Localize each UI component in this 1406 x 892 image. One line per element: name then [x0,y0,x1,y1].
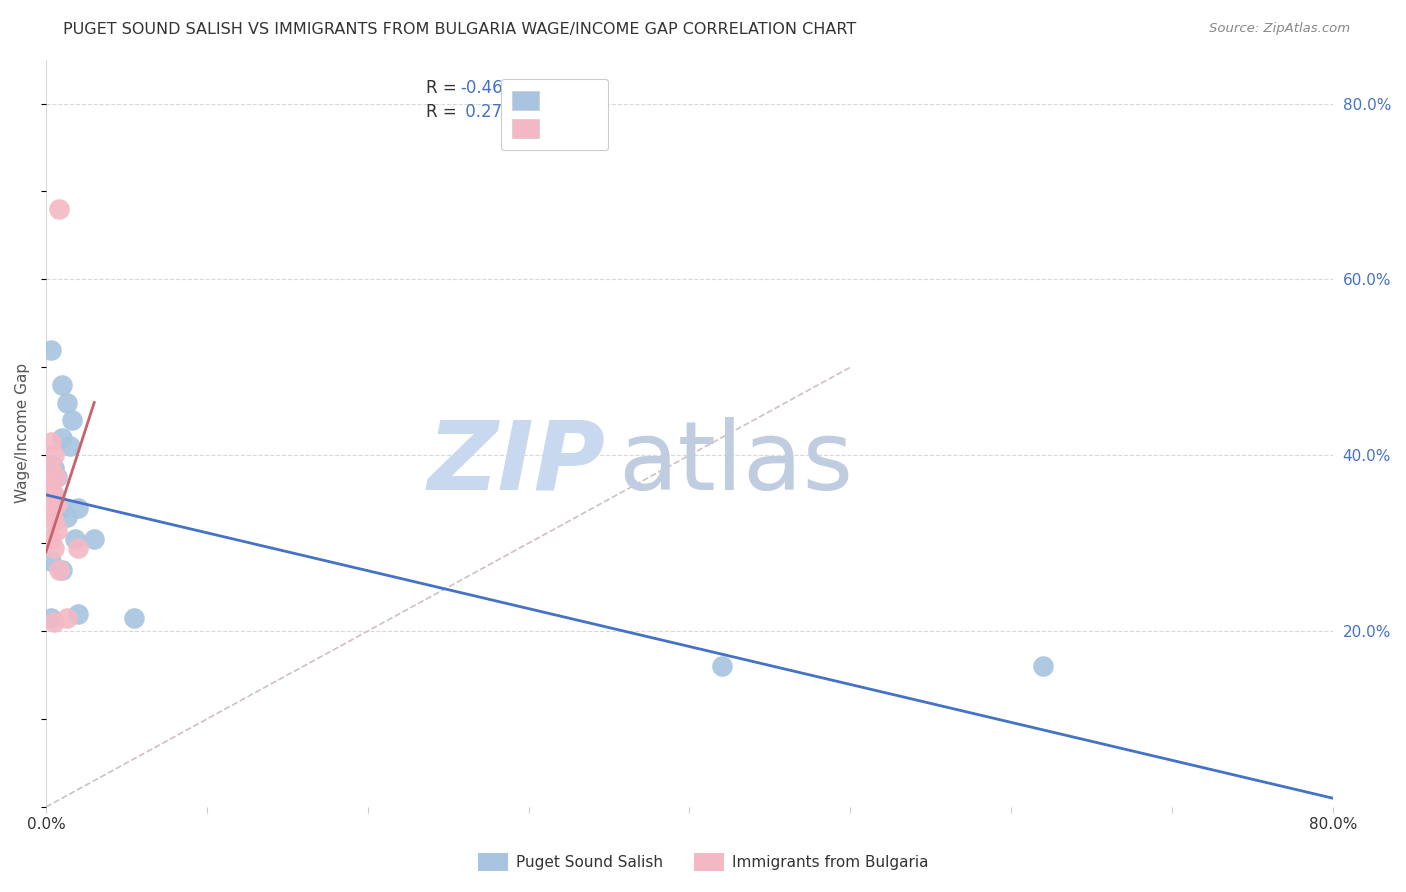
Text: PUGET SOUND SALISH VS IMMIGRANTS FROM BULGARIA WAGE/INCOME GAP CORRELATION CHART: PUGET SOUND SALISH VS IMMIGRANTS FROM BU… [63,22,856,37]
Point [39,461,62,475]
Point [124,611,146,625]
Point [39,505,62,519]
Point [39,343,62,357]
Point [51,563,73,577]
Text: R =: R = [426,79,461,97]
Point [59,440,82,454]
Y-axis label: Wage/Income Gap: Wage/Income Gap [15,363,30,503]
Point [48,202,70,216]
Point [710,659,733,673]
Point [51,378,73,392]
Point [63,532,86,546]
Point [45,470,67,484]
Legend:          ,          : , [501,79,607,150]
Text: atlas: atlas [619,417,853,509]
Point [39,611,62,625]
Point [42,488,65,502]
Point [39,554,62,568]
Text: 17: 17 [561,103,582,121]
Point [39,457,62,471]
Text: N =: N = [529,103,565,121]
Point [67,541,90,555]
Point [42,461,65,475]
Point [67,607,90,621]
Point [56,611,79,625]
Point [1032,659,1054,673]
Point [51,501,73,516]
Point [42,541,65,555]
Point [39,483,62,498]
Point [46,497,69,511]
Point [46,523,69,537]
Text: ZIP: ZIP [427,417,606,509]
Point [51,431,73,445]
Text: 24: 24 [561,79,582,97]
Point [42,448,65,462]
Point [56,509,79,524]
Point [42,615,65,630]
Text: R =: R = [426,103,467,121]
Point [83,532,105,546]
Point [48,563,70,577]
Point [60,413,83,427]
Point [67,501,90,516]
Text: Source: ZipAtlas.com: Source: ZipAtlas.com [1209,22,1350,36]
Point [39,532,62,546]
Text: 0.270: 0.270 [460,103,513,121]
Legend: Puget Sound Salish, Immigrants from Bulgaria: Puget Sound Salish, Immigrants from Bulg… [471,847,935,877]
Text: N =: N = [529,79,565,97]
Point [46,497,69,511]
Point [42,514,65,528]
Point [46,470,69,484]
Point [56,395,79,409]
Point [39,435,62,450]
Point [39,479,62,493]
Text: -0.465: -0.465 [460,79,513,97]
Point [42,488,65,502]
